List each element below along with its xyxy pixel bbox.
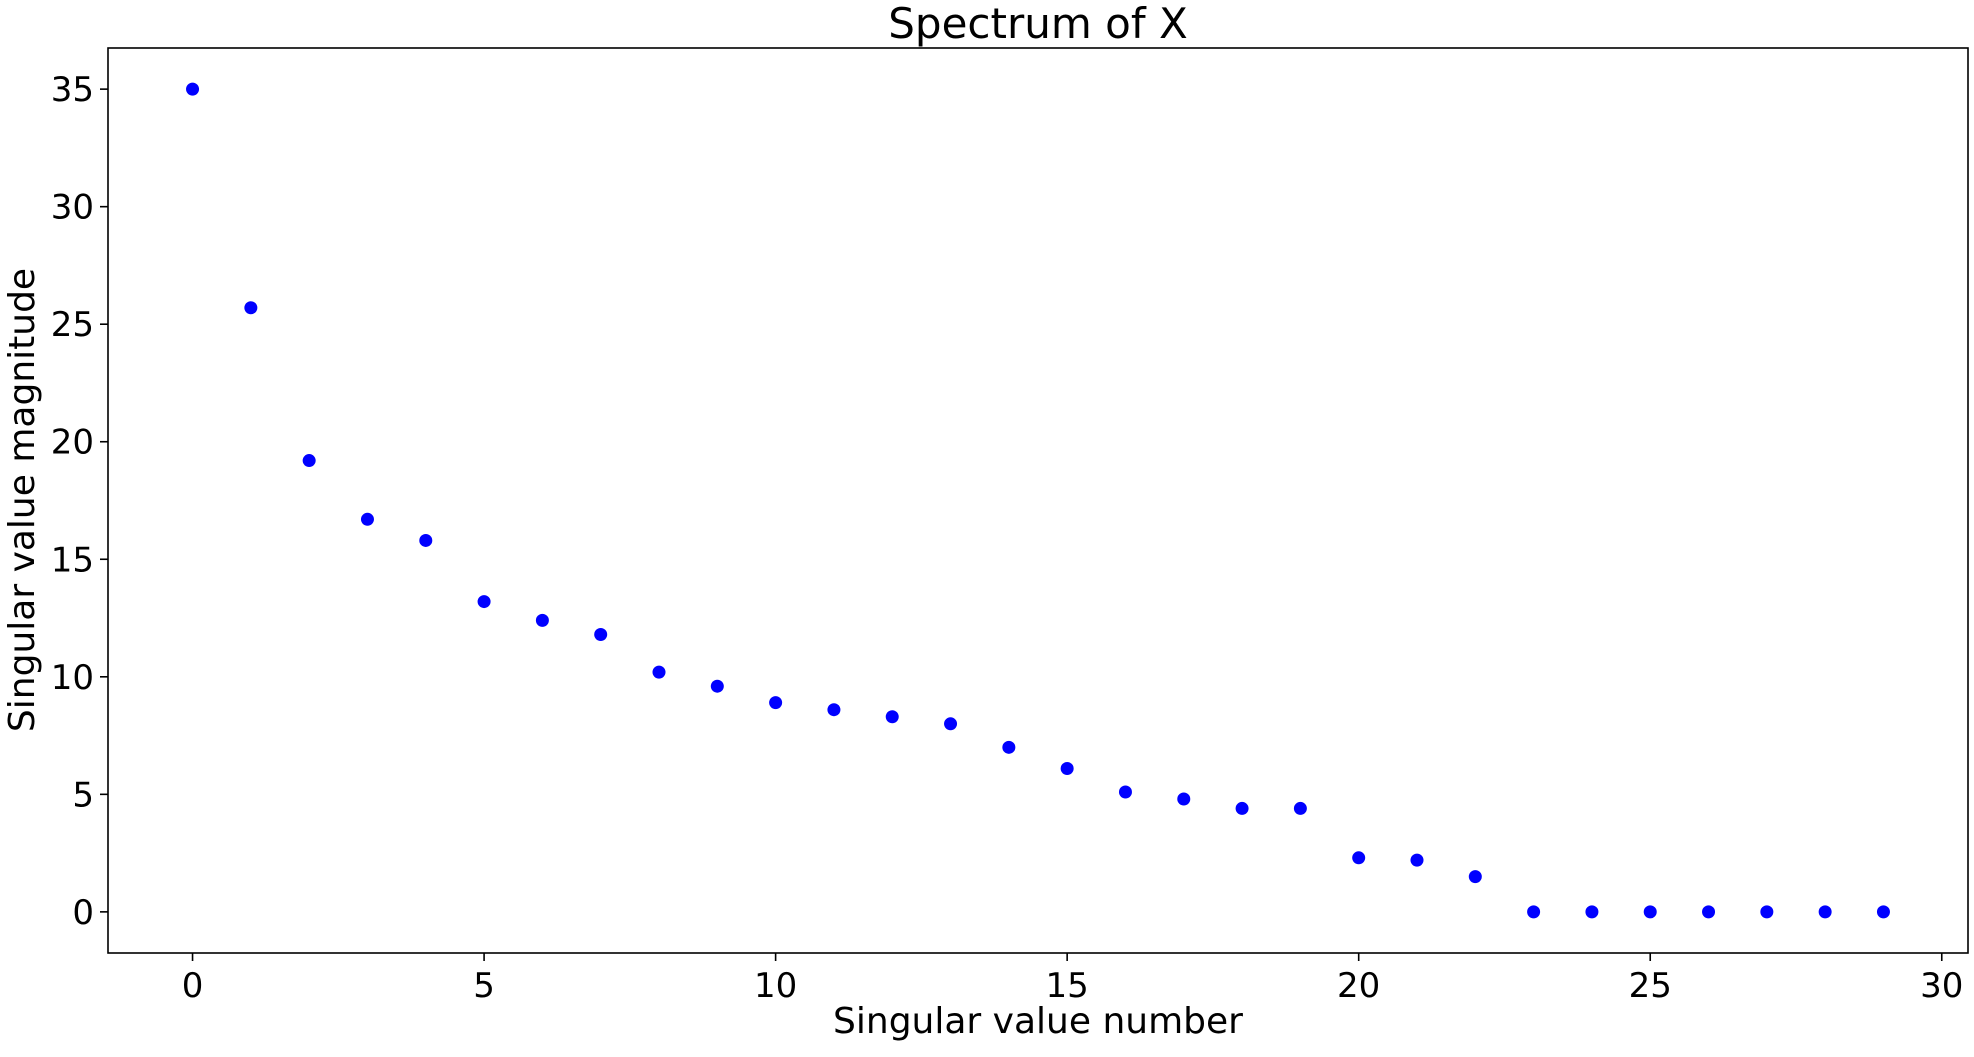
data-point: [1352, 851, 1366, 865]
data-point: [1876, 905, 1890, 919]
x-tick-label: 25: [1629, 966, 1672, 1006]
data-point: [1235, 801, 1249, 815]
data-point: [1818, 905, 1832, 919]
data-point: [302, 454, 316, 468]
data-point: [885, 710, 899, 724]
data-point: [1177, 792, 1191, 806]
x-tick-label: 15: [1046, 966, 1089, 1006]
data-point: [1002, 740, 1016, 754]
x-axis-title: Singular value number: [833, 1001, 1243, 1042]
x-tick-label: 5: [473, 966, 495, 1006]
data-point: [244, 301, 258, 315]
plot-area-frame: [107, 47, 1969, 954]
data-point: [1702, 905, 1716, 919]
data-point: [1410, 853, 1424, 867]
x-tick-label: 10: [754, 966, 797, 1006]
y-tick-label: 30: [51, 188, 94, 228]
y-tick-label: 10: [51, 658, 94, 698]
chart-title: Spectrum of X: [888, 0, 1187, 48]
data-point: [594, 627, 608, 641]
y-tick-label: 15: [51, 540, 94, 580]
data-point: [1585, 905, 1599, 919]
y-axis: 0 5 10 15 20 25 30 35: [51, 70, 108, 933]
y-tick-label: 0: [72, 893, 94, 933]
data-point: [827, 703, 841, 717]
data-point: [652, 665, 666, 679]
data-point: [535, 613, 549, 627]
x-tick-label: 20: [1337, 966, 1380, 1006]
data-point: [419, 533, 433, 547]
data-point: [1527, 905, 1541, 919]
data-point: [477, 595, 491, 609]
data-points: [186, 82, 1890, 919]
data-point: [1468, 870, 1482, 884]
y-tick-label: 5: [72, 775, 94, 815]
data-point: [710, 679, 724, 693]
y-axis-title: Singular value magnitude: [2, 268, 43, 732]
x-tick-label: 30: [1920, 966, 1963, 1006]
y-tick-label: 20: [51, 423, 94, 463]
y-tick-label: 25: [51, 305, 94, 345]
data-point: [1293, 801, 1307, 815]
x-axis: 0 5 10 15 20 25 30: [182, 953, 1963, 1006]
data-point: [360, 512, 374, 526]
y-tick-label: 35: [51, 70, 94, 110]
data-point: [1760, 905, 1774, 919]
data-point: [1643, 905, 1657, 919]
data-point: [186, 82, 200, 96]
data-point: [944, 717, 958, 731]
data-point: [1060, 761, 1074, 775]
data-point: [769, 696, 783, 710]
data-point: [1118, 785, 1132, 799]
x-tick-label: 0: [182, 966, 204, 1006]
